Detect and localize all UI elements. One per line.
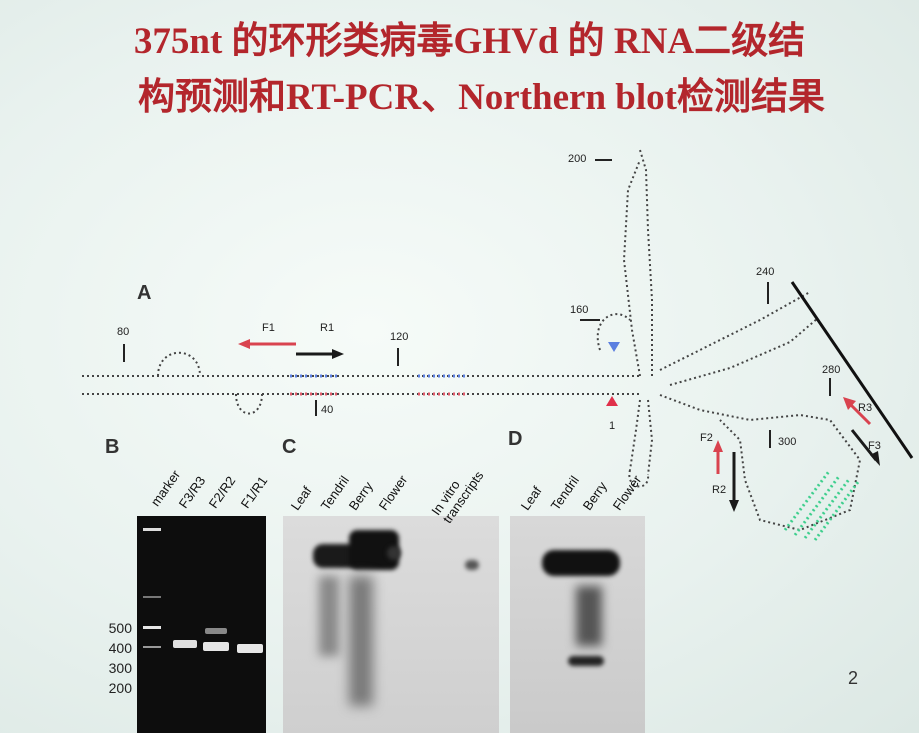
position-label-40: 40 [321, 404, 334, 416]
position-label-120: 120 [390, 331, 409, 343]
marker-size-400: 400 [108, 640, 132, 656]
northern-blot-c-image [283, 516, 499, 733]
panel-c-label: C [282, 436, 297, 458]
position-label-160: 160 [570, 304, 589, 316]
position-label-280: 280 [822, 364, 841, 376]
marker-size-300: 300 [108, 660, 132, 676]
page-number: 2 [848, 668, 859, 688]
slide-title-line2: 构预测和RT-PCR、Northern blot检测结果 [138, 77, 825, 118]
northern-blot-d-image [510, 516, 645, 733]
primer-r2-label: R2 [712, 484, 727, 496]
slide-title-line1: 375nt 的环形类病毒GHVd 的 RNA二级结 [133, 21, 806, 62]
panel-d-label: D [508, 428, 523, 450]
rt-pcr-gel-image [137, 516, 266, 733]
primer-f3-label: F3 [868, 440, 881, 452]
position-label-80: 80 [117, 326, 130, 338]
position-label-1: 1 [609, 420, 616, 432]
position-label-300: 300 [778, 436, 797, 448]
marker-size-200: 200 [108, 680, 132, 696]
primer-f1-label: F1 [262, 322, 275, 334]
position-label-200: 200 [568, 153, 587, 165]
position-label-240: 240 [756, 266, 775, 278]
primer-r1-label: R1 [320, 322, 335, 334]
marker-size-500: 500 [108, 620, 132, 636]
panel-a-label: A [137, 282, 152, 304]
primer-r3-label: R3 [858, 402, 873, 414]
panel-b-label: B [105, 436, 120, 458]
primer-f2-label: F2 [700, 432, 713, 444]
